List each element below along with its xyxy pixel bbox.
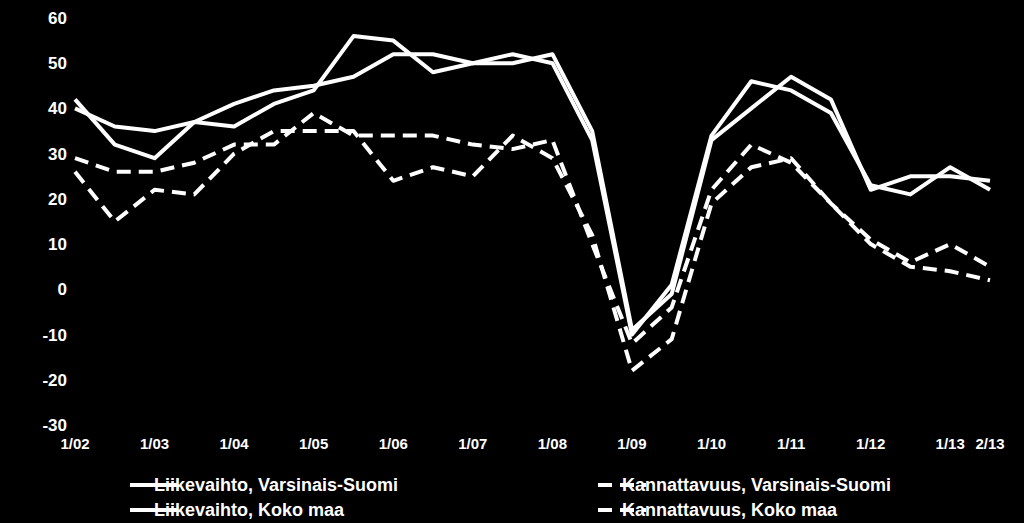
x-tick-label: 1/09: [617, 435, 646, 452]
y-tick-label: 40: [48, 99, 67, 118]
legend-label: Kannattavuus, Varsinais-Suomi: [622, 475, 891, 495]
chart: -30 -20 -10 0 10 20 30 40 50 60 1/02 1/03 1/04 1/05 1/…: [0, 0, 1024, 523]
x-tick-label: 1/05: [299, 435, 328, 452]
x-tick-label: 2/13: [975, 435, 1004, 452]
y-tick-label: -30: [42, 416, 67, 435]
legend-label: Liikevaihto, Koko maa: [154, 500, 345, 520]
legend-label: Liikevaihto, Varsinais-Suomi: [154, 475, 398, 495]
y-tick-label: -10: [42, 326, 67, 345]
series-line: [75, 131, 990, 371]
y-tick: [69, 379, 73, 380]
x-tick-label: 1/10: [697, 435, 726, 452]
x-tick-label: 1/03: [140, 435, 169, 452]
y-tick: [69, 63, 73, 64]
x-tick-label: 1/07: [458, 435, 487, 452]
y-tick: [69, 425, 73, 426]
y-tick-label: -20: [42, 371, 67, 390]
x-tick-label: 1/02: [60, 435, 89, 452]
x-tick-label: 1/08: [538, 435, 567, 452]
y-tick-label: 0: [58, 280, 67, 299]
x-tick-label: 1/11: [777, 435, 805, 452]
series-line: [75, 54, 990, 330]
series-line: [75, 36, 990, 335]
y-tick: [69, 153, 73, 154]
x-tick-label: 1/12: [856, 435, 885, 452]
series-group: [75, 36, 990, 371]
x-tick-label: 1/04: [220, 435, 250, 452]
y-tick: [69, 289, 73, 290]
x-tick-label: 1/06: [379, 435, 408, 452]
y-tick-label: 50: [48, 54, 67, 73]
y-tick-label: 30: [48, 145, 67, 164]
y-tick: [69, 334, 73, 335]
background: [0, 0, 1024, 523]
y-tick: [69, 18, 73, 19]
y-tick: [69, 198, 73, 199]
x-tick-label: 1/13: [936, 435, 965, 452]
y-tick-label: 20: [48, 190, 67, 209]
y-tick-label: 10: [48, 235, 67, 254]
y-tick: [69, 244, 73, 245]
y-tick: [69, 108, 73, 109]
y-tick-label: 60: [48, 9, 67, 28]
legend-label: Kannattavuus, Koko maa: [622, 500, 838, 520]
